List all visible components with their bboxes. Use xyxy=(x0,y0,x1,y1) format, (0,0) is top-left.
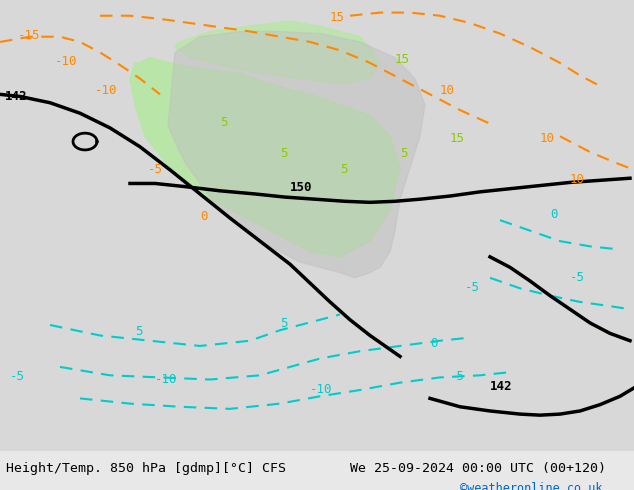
Text: 10: 10 xyxy=(570,173,585,187)
Text: -10: -10 xyxy=(95,84,117,98)
Text: 5: 5 xyxy=(340,163,347,176)
Text: 5: 5 xyxy=(220,116,228,129)
Text: 0: 0 xyxy=(430,337,437,350)
Polygon shape xyxy=(130,58,400,257)
Text: 0: 0 xyxy=(550,208,557,221)
Text: 10: 10 xyxy=(540,131,555,145)
Text: -5: -5 xyxy=(465,281,480,294)
Text: 142: 142 xyxy=(490,380,512,393)
Text: We 25-09-2024 00:00 UTC (00+120): We 25-09-2024 00:00 UTC (00+120) xyxy=(350,462,606,475)
Text: 15: 15 xyxy=(450,131,465,145)
Text: 10: 10 xyxy=(440,84,455,98)
Text: -5: -5 xyxy=(148,163,163,176)
Text: ©weatheronline.co.uk: ©weatheronline.co.uk xyxy=(460,482,602,490)
Polygon shape xyxy=(175,21,380,84)
Text: 150: 150 xyxy=(290,181,313,194)
Text: 5: 5 xyxy=(280,317,287,330)
Text: -5: -5 xyxy=(10,369,25,383)
Text: -15: -15 xyxy=(18,29,41,42)
Text: -10: -10 xyxy=(55,55,77,68)
Text: 0: 0 xyxy=(200,210,207,223)
Text: Height/Temp. 850 hPa [gdmp][°C] CFS: Height/Temp. 850 hPa [gdmp][°C] CFS xyxy=(6,462,286,475)
Text: 142: 142 xyxy=(5,90,27,102)
Text: -10: -10 xyxy=(155,373,178,386)
Text: -10: -10 xyxy=(310,383,332,396)
Text: 15: 15 xyxy=(395,53,410,66)
Text: -5: -5 xyxy=(570,271,585,284)
Polygon shape xyxy=(0,0,634,451)
Polygon shape xyxy=(168,31,425,278)
Text: 5: 5 xyxy=(135,325,143,339)
Text: 5: 5 xyxy=(400,147,408,160)
Text: 5: 5 xyxy=(280,147,287,160)
Text: 15: 15 xyxy=(330,11,345,24)
Text: -5: -5 xyxy=(450,369,465,383)
